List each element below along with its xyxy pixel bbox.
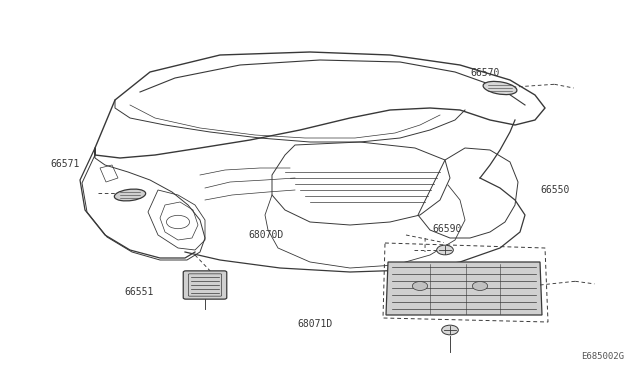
Text: 66551: 66551: [125, 287, 154, 297]
Ellipse shape: [483, 81, 517, 94]
Text: 66590: 66590: [433, 224, 462, 234]
Polygon shape: [386, 262, 542, 315]
Ellipse shape: [115, 189, 146, 201]
Text: 66571: 66571: [50, 160, 79, 169]
Text: E685002G: E685002G: [581, 352, 624, 361]
Text: 66550: 66550: [541, 185, 570, 195]
Circle shape: [412, 282, 428, 291]
Circle shape: [436, 245, 453, 255]
FancyBboxPatch shape: [183, 271, 227, 299]
Circle shape: [442, 325, 458, 335]
Text: 66570: 66570: [470, 68, 500, 77]
Text: 68071D: 68071D: [297, 319, 333, 328]
Circle shape: [472, 282, 488, 291]
Text: 68070D: 68070D: [248, 230, 284, 240]
